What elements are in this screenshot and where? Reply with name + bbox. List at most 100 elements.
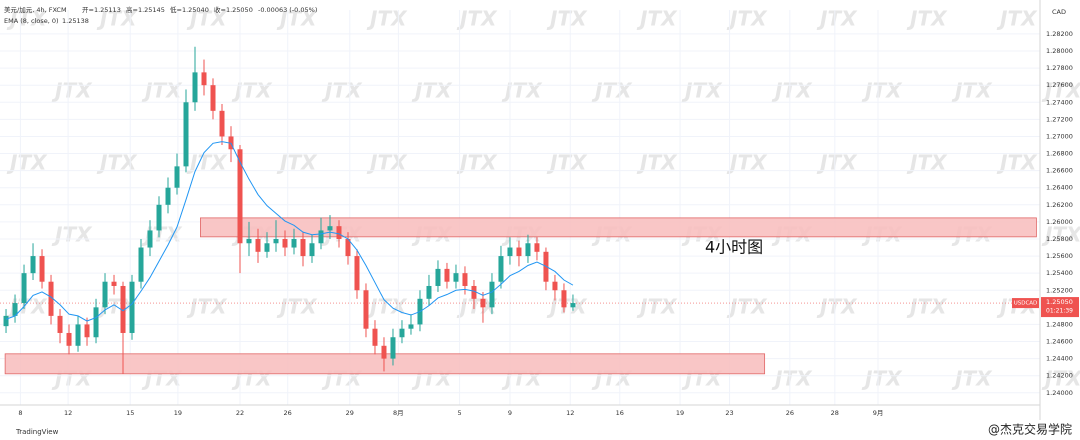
x-tick-label: 12 bbox=[566, 409, 574, 417]
watermark: JTX bbox=[366, 7, 408, 31]
x-tick-label: 5 bbox=[458, 409, 462, 417]
countdown: 01:21:39 bbox=[1046, 308, 1073, 315]
x-tick-label: 16 bbox=[616, 409, 624, 417]
zone bbox=[200, 217, 1037, 238]
y-tick-label: 1.24800 bbox=[1046, 320, 1073, 328]
candle-body bbox=[336, 226, 342, 239]
y-tick-label: 1.25600 bbox=[1046, 252, 1073, 260]
x-tick-label: 29 bbox=[346, 409, 354, 417]
candle-body bbox=[327, 226, 333, 231]
candle-body bbox=[444, 268, 450, 282]
candle-body bbox=[273, 238, 279, 244]
ohlc-change: -0.00063 (-0.05%) bbox=[258, 6, 317, 14]
candle-body bbox=[363, 290, 369, 329]
candle-body bbox=[372, 328, 378, 346]
candle-body bbox=[480, 298, 486, 308]
credit: @杰克交易学院 bbox=[988, 422, 1072, 437]
candle-body bbox=[48, 281, 54, 316]
candle-body bbox=[300, 238, 306, 257]
watermark: JTX bbox=[996, 7, 1038, 31]
x-tick-label: 28 bbox=[831, 409, 839, 417]
candle-body bbox=[354, 256, 360, 291]
candle-body bbox=[408, 324, 414, 329]
y-tick-label: 1.24200 bbox=[1046, 372, 1073, 380]
x-tick-label: 26 bbox=[786, 409, 794, 417]
watermark: JTX bbox=[906, 7, 948, 31]
watermark: JTX bbox=[861, 79, 903, 103]
candle-body bbox=[39, 256, 45, 282]
candle-body bbox=[129, 281, 135, 333]
candle-body bbox=[462, 273, 468, 286]
candle-body bbox=[201, 72, 207, 86]
watermark: JTX bbox=[231, 79, 273, 103]
candle-body bbox=[111, 281, 117, 286]
watermark: JTX bbox=[951, 79, 993, 103]
candle-body bbox=[120, 285, 126, 333]
symbol-tag-text: USDCAD bbox=[1014, 301, 1038, 307]
candle-body bbox=[183, 102, 189, 167]
candle-body bbox=[165, 187, 171, 205]
candle-body bbox=[453, 273, 459, 282]
watermark: JTX bbox=[906, 295, 948, 319]
candle-body bbox=[507, 247, 513, 257]
zones bbox=[4, 217, 1037, 375]
ema-line bbox=[5, 141, 574, 322]
candle-body bbox=[264, 243, 270, 252]
candle-body bbox=[30, 256, 36, 274]
y-tick-label: 1.27600 bbox=[1046, 81, 1073, 89]
candle-body bbox=[291, 238, 297, 248]
y-tick-label: 1.25800 bbox=[1046, 235, 1073, 243]
candle-body bbox=[516, 247, 522, 257]
candle-body bbox=[75, 324, 81, 346]
y-tick-label: 1.26000 bbox=[1046, 218, 1073, 226]
x-tick-label: 9月 bbox=[873, 409, 884, 417]
symbol: 美元/加元, 4h, FXCM bbox=[4, 5, 67, 14]
x-tick-label: 9 bbox=[508, 409, 512, 417]
candle-body bbox=[435, 268, 441, 286]
watermark: JTX bbox=[771, 367, 813, 391]
candle-body bbox=[3, 315, 9, 327]
watermark: JTX bbox=[51, 223, 93, 247]
candle-body bbox=[561, 290, 567, 308]
candle-body bbox=[57, 315, 63, 333]
candle-body bbox=[93, 307, 99, 338]
x-tick-label: 22 bbox=[236, 409, 244, 417]
watermark: JTX bbox=[681, 79, 723, 103]
candle-body bbox=[381, 345, 387, 359]
candle-body bbox=[318, 230, 324, 244]
candle-body bbox=[498, 256, 504, 282]
candle-body bbox=[426, 285, 432, 299]
watermark: JTX bbox=[186, 295, 228, 319]
x-tick-label: 23 bbox=[725, 409, 733, 417]
watermark: JTX bbox=[141, 223, 183, 247]
y-tick-label: 1.27400 bbox=[1046, 98, 1073, 106]
candle-body bbox=[552, 281, 558, 291]
candle-body bbox=[192, 72, 198, 103]
watermark: JTX bbox=[51, 79, 93, 103]
y-tick-label: 1.26800 bbox=[1046, 150, 1073, 158]
watermark: JTX bbox=[546, 295, 588, 319]
candle-body bbox=[525, 243, 531, 257]
candle-body bbox=[246, 238, 252, 244]
y-tick-label: 1.24000 bbox=[1046, 389, 1073, 397]
watermark: JTX bbox=[6, 295, 48, 319]
ohlc-high: 高=1.25145 bbox=[126, 5, 165, 14]
price-tag-text: 1.25050 bbox=[1046, 298, 1073, 306]
x-tick-label: 19 bbox=[174, 409, 182, 417]
x-tick-label: 15 bbox=[126, 409, 134, 417]
ema-name: EMA (8, close, 0) bbox=[4, 17, 59, 25]
candle-body bbox=[174, 166, 180, 188]
candle-body bbox=[399, 328, 405, 338]
watermark: JTX bbox=[861, 367, 903, 391]
y-tick-label: 1.26400 bbox=[1046, 184, 1073, 192]
watermark: JTX bbox=[456, 7, 498, 31]
y-tick-label: 1.27000 bbox=[1046, 132, 1073, 140]
watermark: JTX bbox=[636, 295, 678, 319]
ohlc-close: 收=1.25050 bbox=[214, 5, 253, 14]
candle-body bbox=[255, 238, 261, 252]
candle-body bbox=[84, 324, 90, 338]
watermark: JTX bbox=[1041, 223, 1080, 247]
x-tick-label: 12 bbox=[64, 409, 72, 417]
candles bbox=[3, 46, 576, 374]
watermark: JTX bbox=[1041, 79, 1080, 103]
